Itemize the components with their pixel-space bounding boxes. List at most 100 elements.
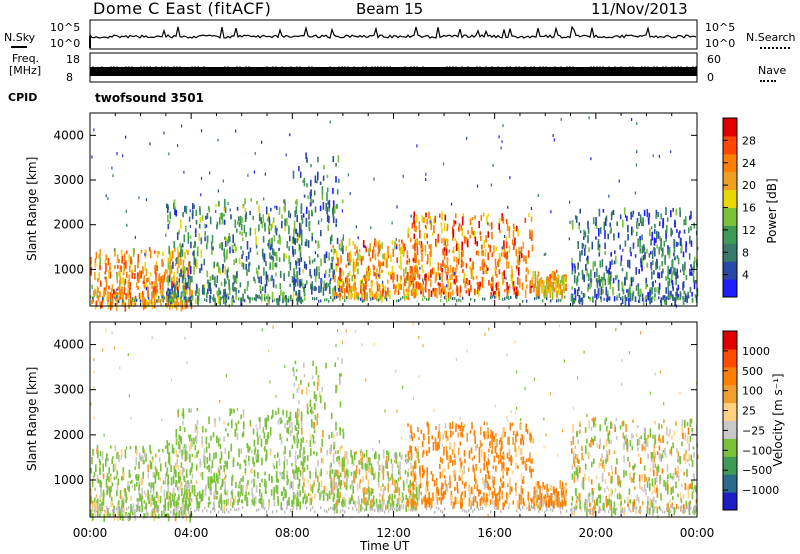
velocity-cell (236, 432, 239, 441)
power-cell (288, 210, 290, 218)
velocity-cell (594, 416, 597, 422)
power-noise-cell (235, 129, 237, 133)
power-cell (612, 278, 615, 284)
power-cell (248, 263, 250, 273)
velocity-cell (478, 455, 481, 463)
power-cell (123, 280, 126, 287)
velocity-cell (170, 477, 173, 486)
velocity-cell (336, 384, 339, 391)
power-cell (185, 206, 188, 214)
power-ground-cell (320, 299, 322, 303)
power-cell (490, 291, 492, 298)
power-cell (636, 217, 639, 225)
velocity-cell (250, 469, 252, 473)
velocity-cell (179, 426, 181, 432)
velocity-cell (365, 502, 368, 512)
velocity-cell (461, 470, 464, 479)
power-cell (237, 220, 239, 225)
power-cell (602, 209, 605, 213)
velocity-cell (521, 479, 524, 484)
velocity-cell (253, 461, 255, 467)
power-cell (93, 290, 95, 296)
velocity-cell (225, 462, 227, 468)
velocity-cell (646, 505, 649, 511)
power-cell (536, 291, 539, 298)
power-cell (689, 215, 691, 221)
power-cell (144, 262, 146, 271)
power-cell (504, 289, 506, 293)
power-cell (352, 241, 354, 246)
velocity-cell (453, 501, 456, 505)
power-cell (372, 249, 374, 259)
power-ground-cell (184, 296, 186, 300)
velocity-cell (542, 497, 545, 507)
velocity-cell (511, 486, 513, 492)
power-cell (662, 295, 664, 301)
power-noise-cell (569, 220, 571, 224)
velocity-cell (293, 435, 295, 441)
velocity-cell (293, 370, 295, 377)
velocity-cell (251, 449, 253, 454)
power-cell (172, 283, 175, 288)
power-cell (596, 293, 598, 300)
power-cell (679, 291, 682, 300)
power-cell (604, 230, 606, 240)
power-cell (477, 287, 479, 295)
velocity-cell (474, 484, 476, 489)
velocity-cell (336, 432, 338, 436)
power-cell (455, 256, 458, 264)
velocity-cell (189, 513, 191, 523)
velocity-cell (224, 460, 226, 465)
power-cell (211, 234, 214, 243)
power-cell (587, 273, 590, 281)
velocity-cell (151, 482, 153, 488)
power-ground-cell (358, 296, 360, 300)
power-cell (318, 266, 320, 272)
power-noise-cell (402, 174, 404, 178)
power-noise-cell (636, 150, 638, 154)
power-cell (467, 230, 469, 235)
power-cell (192, 209, 194, 216)
power-ground-cell (336, 295, 338, 299)
power-cell (555, 276, 558, 282)
power-noise-cell (622, 248, 624, 252)
power-cell (552, 271, 555, 280)
velocity-cell (296, 432, 299, 439)
power-ground-cell (206, 298, 208, 302)
velocity-cell (461, 427, 464, 433)
power-cell (177, 251, 180, 259)
velocity-cell (479, 468, 482, 474)
velocity-cell (177, 486, 180, 493)
nave-legend-line (760, 80, 776, 82)
velocity-cell (638, 497, 640, 504)
velocity-cell (313, 451, 315, 455)
power-cell (459, 286, 462, 293)
power-noise-cell (145, 198, 148, 202)
power-noise-cell (125, 209, 127, 213)
velocity-cell (297, 493, 300, 497)
velocity-cell (185, 480, 188, 489)
velocity-cell (330, 446, 332, 453)
power-cell (620, 255, 623, 262)
power-noise-cell (229, 208, 231, 212)
power-cell (219, 296, 222, 306)
velocity-cell (264, 485, 267, 494)
velocity-cell (419, 477, 421, 483)
power-cell (109, 266, 111, 271)
velocity-cell (379, 503, 382, 510)
power-cell (595, 278, 598, 283)
velocity-cell (296, 439, 299, 449)
power-cell (269, 262, 271, 270)
velocity-cell (212, 479, 215, 483)
power-cell (387, 254, 389, 259)
velocity-cell (410, 425, 412, 433)
velocity-cell (216, 435, 218, 443)
velocity-cell (487, 427, 489, 435)
power-cell (415, 241, 417, 247)
velocity-cell (503, 502, 505, 507)
velocity-cell (240, 448, 242, 455)
power-cell (433, 225, 435, 234)
power-cell (334, 205, 336, 214)
velocity-cell (189, 513, 191, 518)
velocity-cell (286, 470, 288, 479)
